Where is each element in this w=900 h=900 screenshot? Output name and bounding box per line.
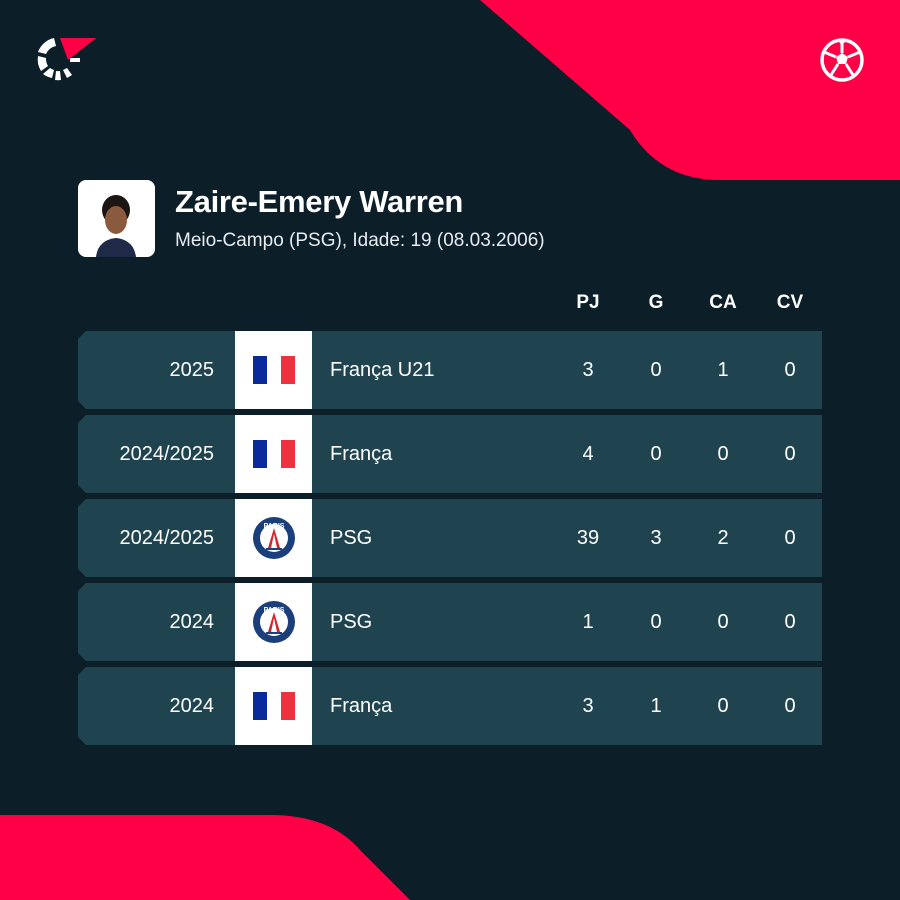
flashscore-logo-icon: [37, 38, 96, 81]
column-header-g: G: [648, 292, 664, 313]
stat-pj: 3: [582, 359, 594, 381]
stat-g: 3: [650, 527, 662, 549]
team-crest: PARIS: [235, 499, 312, 577]
stat-cv: 0: [784, 695, 796, 717]
table-row: 2024 PARIS PSG 1 0 0 0: [78, 583, 822, 661]
stat-ca: 2: [717, 527, 729, 549]
stat-pj: 39: [576, 527, 600, 549]
top-right-accent-shape: [480, 0, 900, 180]
player-avatar: [78, 180, 155, 257]
table-row: 2025 França U21 3 0 1 0: [78, 331, 822, 409]
season: 2024/2025: [119, 527, 214, 549]
stat-ca: 0: [717, 695, 729, 717]
team-name: França: [330, 695, 393, 717]
player-details: Meio-Campo (PSG), Idade: 19 (08.03.2006): [175, 230, 545, 251]
psg-crest-icon: PARIS: [252, 600, 296, 644]
bottom-left-accent-shape: [0, 815, 410, 900]
season: 2024: [169, 611, 214, 633]
season: 2025: [169, 359, 214, 381]
stat-pj: 1: [582, 611, 594, 633]
team-name: França U21: [330, 359, 435, 381]
stat-g: 0: [650, 443, 662, 465]
france-flag-icon: [253, 440, 295, 468]
stat-ca: 0: [717, 443, 729, 465]
france-flag-icon: [253, 356, 295, 384]
stat-g: 1: [650, 695, 662, 717]
team-name: França: [330, 443, 393, 465]
svg-text:PARIS: PARIS: [263, 607, 284, 614]
team-crest: [235, 415, 312, 493]
team-crest: PARIS: [235, 583, 312, 661]
team-name: PSG: [330, 611, 373, 633]
soccer-ball-icon: [820, 38, 864, 82]
stat-cv: 0: [784, 611, 796, 633]
svg-text:PARIS: PARIS: [263, 523, 284, 530]
table-row: 2024/2025 PARIS PSG 39 3 2 0: [78, 499, 822, 577]
team-crest: [235, 331, 312, 409]
france-flag-icon: [253, 692, 295, 720]
stat-pj: 4: [582, 443, 594, 465]
stat-g: 0: [650, 359, 662, 381]
table-row: 2024 França 3 1 0 0: [78, 667, 822, 745]
psg-crest-icon: PARIS: [252, 516, 296, 560]
column-header-cv: CV: [776, 292, 804, 313]
table-row: 2024/2025 França 4 0 0 0: [78, 415, 822, 493]
stat-cv: 0: [784, 443, 796, 465]
team-crest: [235, 667, 312, 745]
stat-ca: 1: [717, 359, 729, 381]
stat-cv: 0: [784, 527, 796, 549]
stat-cv: 0: [784, 359, 796, 381]
stat-ca: 0: [717, 611, 729, 633]
player-name: Zaire-Emery Warren: [175, 184, 464, 219]
season: 2024: [169, 695, 214, 717]
stat-g: 0: [650, 611, 662, 633]
column-header-ca: CA: [709, 292, 737, 313]
season: 2024/2025: [119, 443, 214, 465]
team-name: PSG: [330, 527, 373, 549]
stat-pj: 3: [582, 695, 594, 717]
column-header-pj: PJ: [576, 292, 600, 313]
